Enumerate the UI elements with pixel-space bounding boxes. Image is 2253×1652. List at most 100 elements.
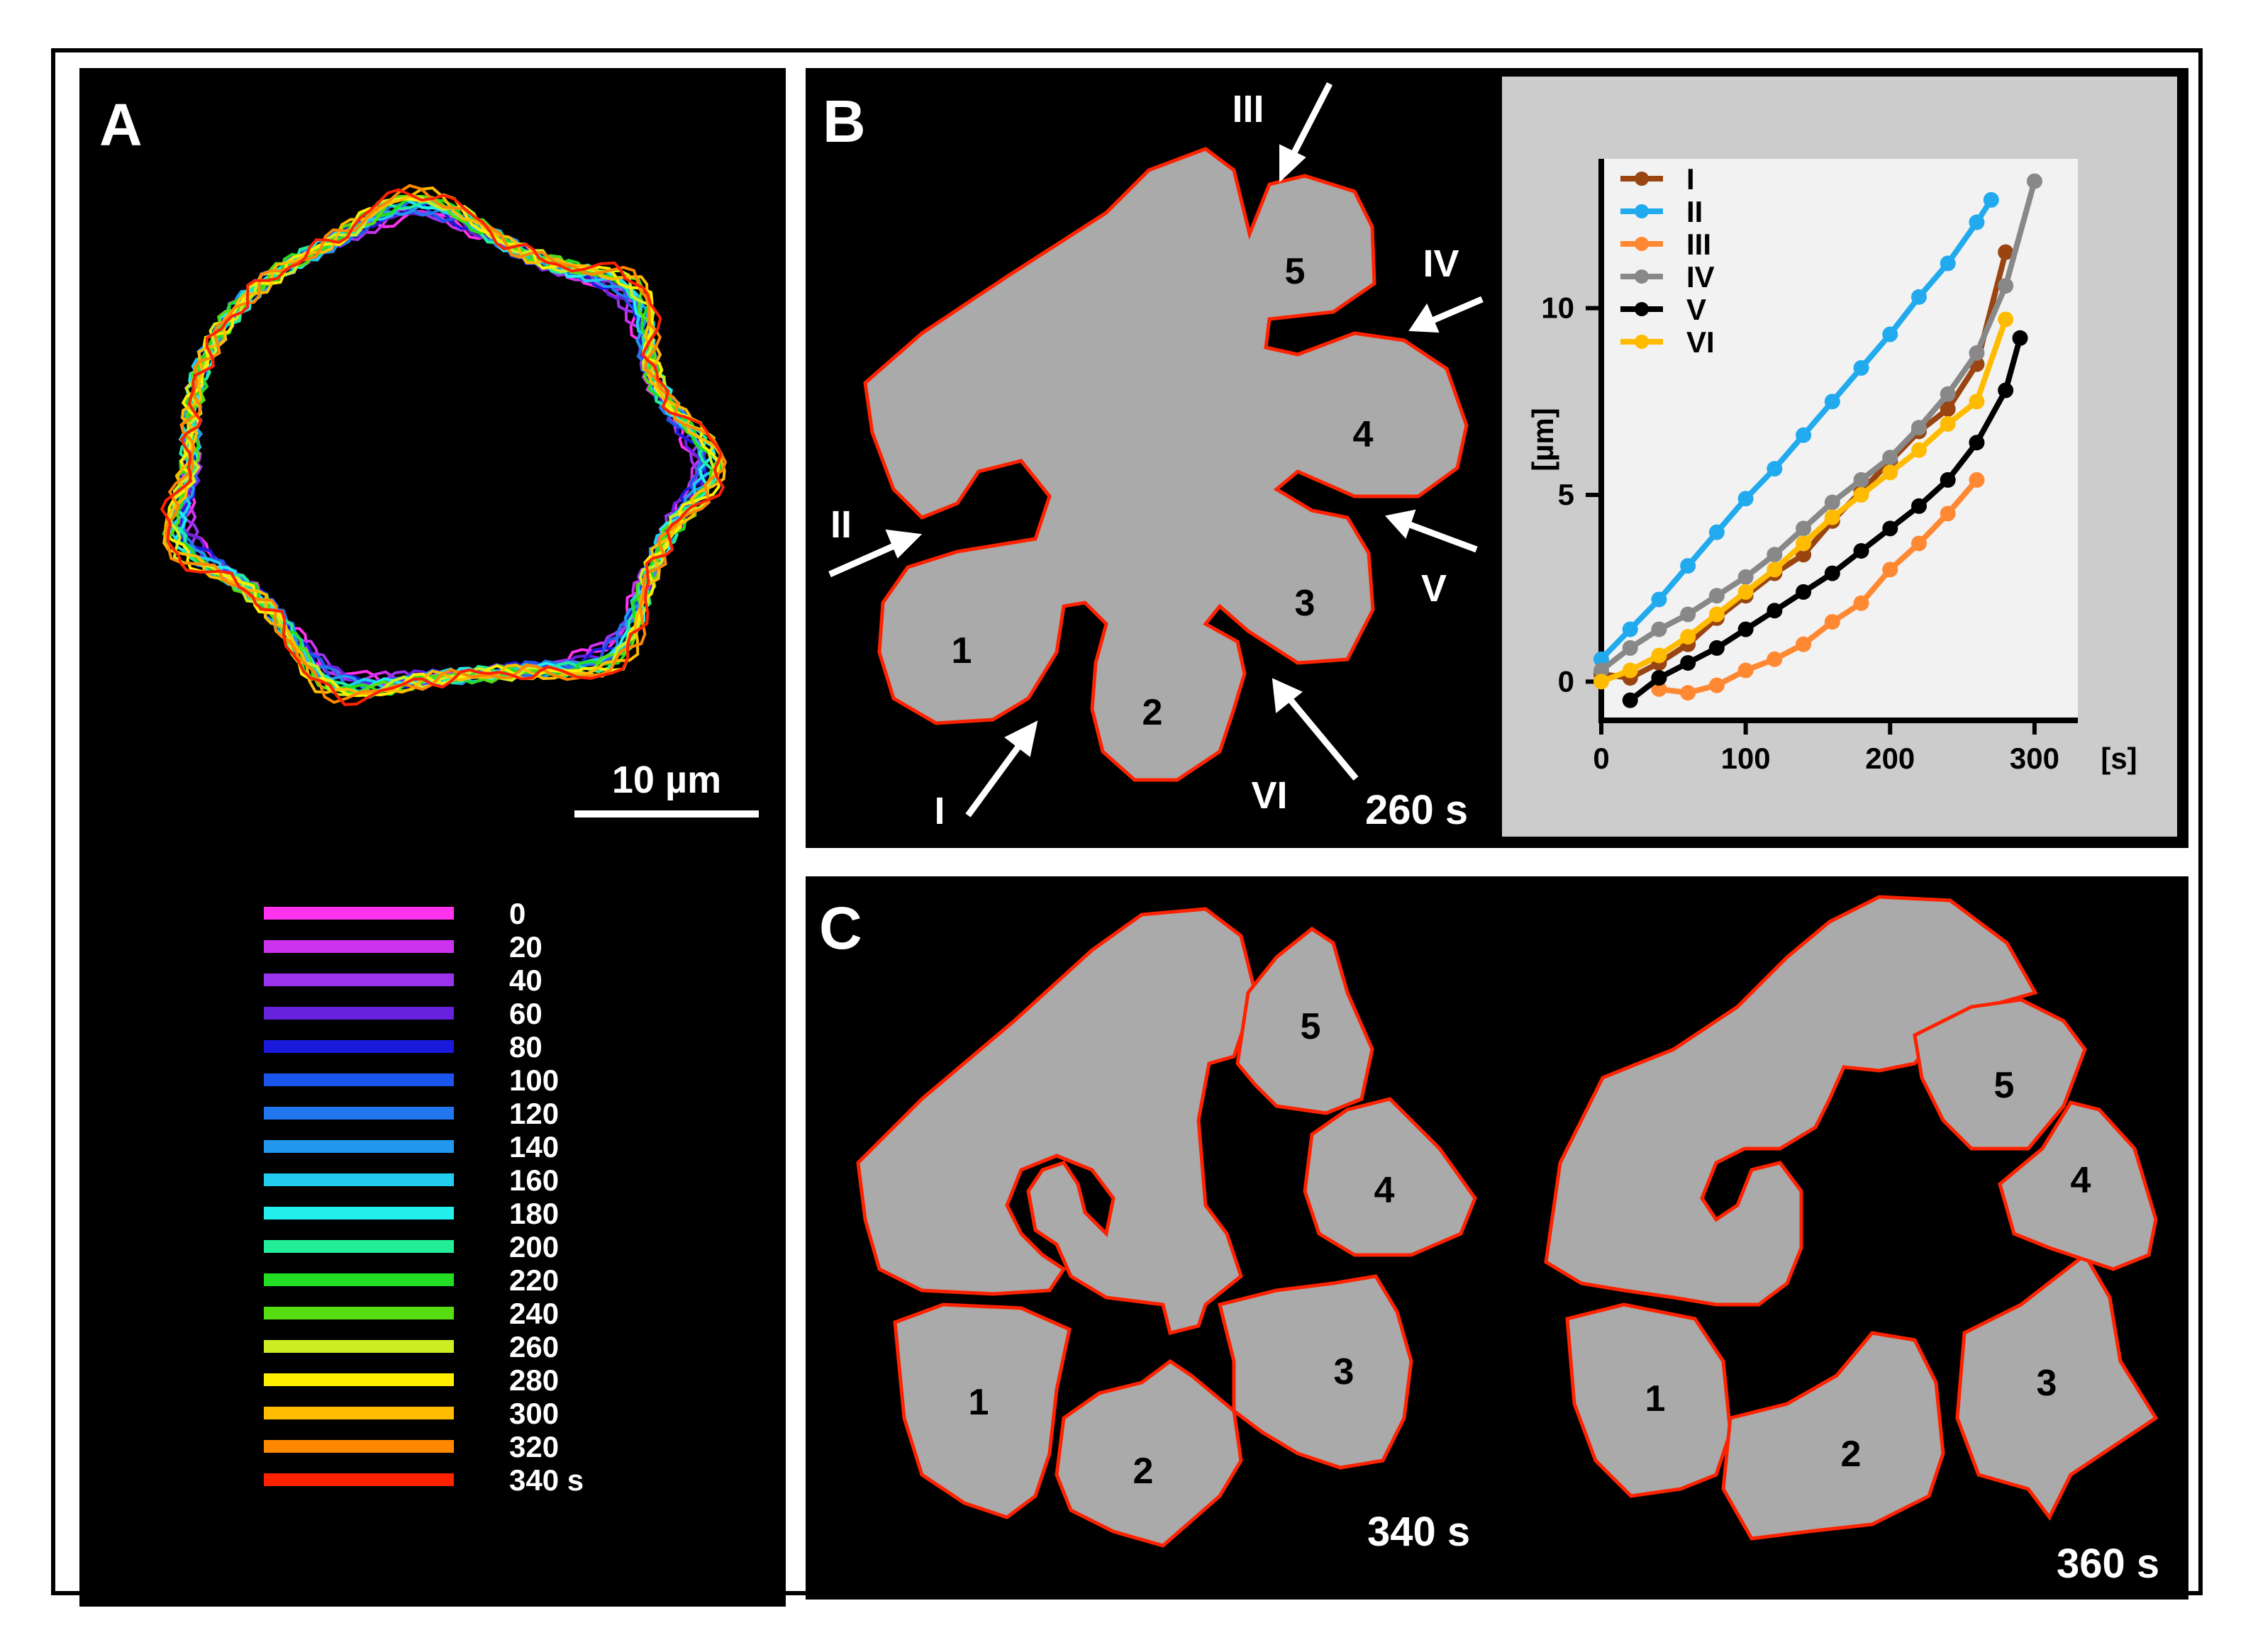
data-point xyxy=(1969,345,1985,361)
panel-b-time: 260 s xyxy=(1365,787,1468,833)
cell-2-360s xyxy=(1721,1331,1945,1541)
data-point xyxy=(1998,244,2014,260)
data-point xyxy=(1796,427,1812,443)
data-point xyxy=(1911,420,1927,436)
data-point xyxy=(1882,464,1898,481)
data-point xyxy=(1796,636,1812,652)
legend-label: 140 xyxy=(509,1130,559,1163)
arrow-label-vi: VI xyxy=(1251,774,1287,817)
cells-340s xyxy=(856,907,1477,1548)
panel-c-right-time: 360 s xyxy=(2057,1541,2159,1587)
data-point xyxy=(1998,382,2014,398)
data-point xyxy=(1737,621,1754,637)
legend-swatch xyxy=(264,907,454,920)
lobe-label-2-340s: 2 xyxy=(1133,1451,1154,1492)
legend-swatch xyxy=(264,1407,454,1419)
data-point xyxy=(1767,547,1783,563)
data-point xyxy=(1708,588,1725,604)
data-point xyxy=(2026,173,2042,189)
panel-b: B 1 2 3 4 5 xyxy=(806,68,2188,848)
data-point xyxy=(1940,401,1956,417)
series-line xyxy=(1599,180,2037,673)
cell-3-340s xyxy=(1217,1274,1413,1470)
legend-label: 300 xyxy=(509,1397,559,1430)
arrow-label-iii: III xyxy=(1232,88,1264,130)
legend-label: 220 xyxy=(509,1263,559,1297)
legend-marker xyxy=(1635,204,1649,218)
lobe-label-5-340s: 5 xyxy=(1301,1006,1321,1047)
data-point xyxy=(1998,311,2014,328)
data-point xyxy=(1622,692,1638,708)
data-point xyxy=(1708,524,1725,540)
data-point xyxy=(1680,685,1696,701)
data-point xyxy=(1911,498,1927,514)
legend-label: 180 xyxy=(509,1197,559,1230)
data-point xyxy=(1680,655,1696,671)
legend-marker xyxy=(1635,335,1649,349)
legend-swatch xyxy=(264,1473,454,1486)
x-axis-label: [s] xyxy=(2101,742,2137,775)
legend-swatch xyxy=(264,1340,454,1353)
legend-label: 100 xyxy=(509,1064,559,1097)
x-tick-label: 0 xyxy=(1593,742,1609,775)
data-point xyxy=(1680,606,1696,623)
data-point xyxy=(1767,461,1783,477)
series-iii xyxy=(1651,471,1985,701)
data-point xyxy=(1708,677,1725,693)
lobe-label-5: 5 xyxy=(1285,251,1306,292)
data-point xyxy=(1911,535,1927,552)
lobe-label-4-340s: 4 xyxy=(1374,1170,1395,1211)
legend-label: 240 xyxy=(509,1297,559,1330)
cell-1-340s xyxy=(893,1302,1072,1519)
legend-label: 320 xyxy=(509,1430,559,1463)
legend-entry: II xyxy=(1686,195,1703,228)
arrow-vi xyxy=(1272,678,1359,781)
lobe-label-4-360s: 4 xyxy=(2071,1160,2091,1201)
lobe-label-3-360s: 3 xyxy=(2037,1363,2057,1404)
cell-body-340s xyxy=(856,907,1257,1336)
data-point xyxy=(1737,569,1754,585)
cell-4-360s xyxy=(1998,1100,2158,1271)
data-point xyxy=(1767,651,1783,667)
data-point xyxy=(1969,471,1985,488)
arrow-v xyxy=(1385,509,1478,553)
legend-swatch xyxy=(264,1240,454,1253)
data-point xyxy=(1969,214,1985,230)
data-point xyxy=(1622,621,1638,637)
data-point xyxy=(1911,289,1927,305)
data-point xyxy=(1853,487,1869,503)
lobe-label-3-340s: 3 xyxy=(1334,1351,1354,1393)
data-point xyxy=(1824,394,1840,410)
legend-swatch xyxy=(264,1273,454,1286)
data-point xyxy=(1651,621,1667,637)
legend-swatch xyxy=(264,1107,454,1120)
series-iv xyxy=(1593,173,2042,679)
panel-b-label: B xyxy=(823,88,866,155)
panel-c-label: C xyxy=(819,895,862,961)
data-point xyxy=(1708,640,1725,656)
legend-marker xyxy=(1635,302,1649,316)
panel-c-left-time: 340 s xyxy=(1367,1509,1470,1555)
legend-swatch xyxy=(264,1140,454,1153)
legend-swatch xyxy=(264,1307,454,1319)
legend-label: 0 xyxy=(509,897,525,930)
data-point xyxy=(1940,506,1956,522)
arrow-iv xyxy=(1408,296,1484,333)
data-point xyxy=(1796,520,1812,537)
lobe-label-1-360s: 1 xyxy=(1645,1378,1666,1419)
legend-label: 200 xyxy=(509,1230,559,1263)
series-vi xyxy=(1593,311,2014,690)
data-point xyxy=(1824,494,1840,510)
legend-label: 20 xyxy=(509,930,543,964)
data-point xyxy=(1593,662,1609,679)
legend-swatch xyxy=(264,940,454,953)
x-tick-label: 300 xyxy=(2010,742,2059,775)
data-point xyxy=(1651,591,1667,608)
data-point xyxy=(1622,662,1638,679)
legend-swatch xyxy=(264,973,454,986)
cell-body-360s xyxy=(1544,895,2038,1307)
cell-shape-260s xyxy=(863,147,1469,782)
cells-360s xyxy=(1544,895,2159,1541)
data-point xyxy=(1882,450,1898,466)
